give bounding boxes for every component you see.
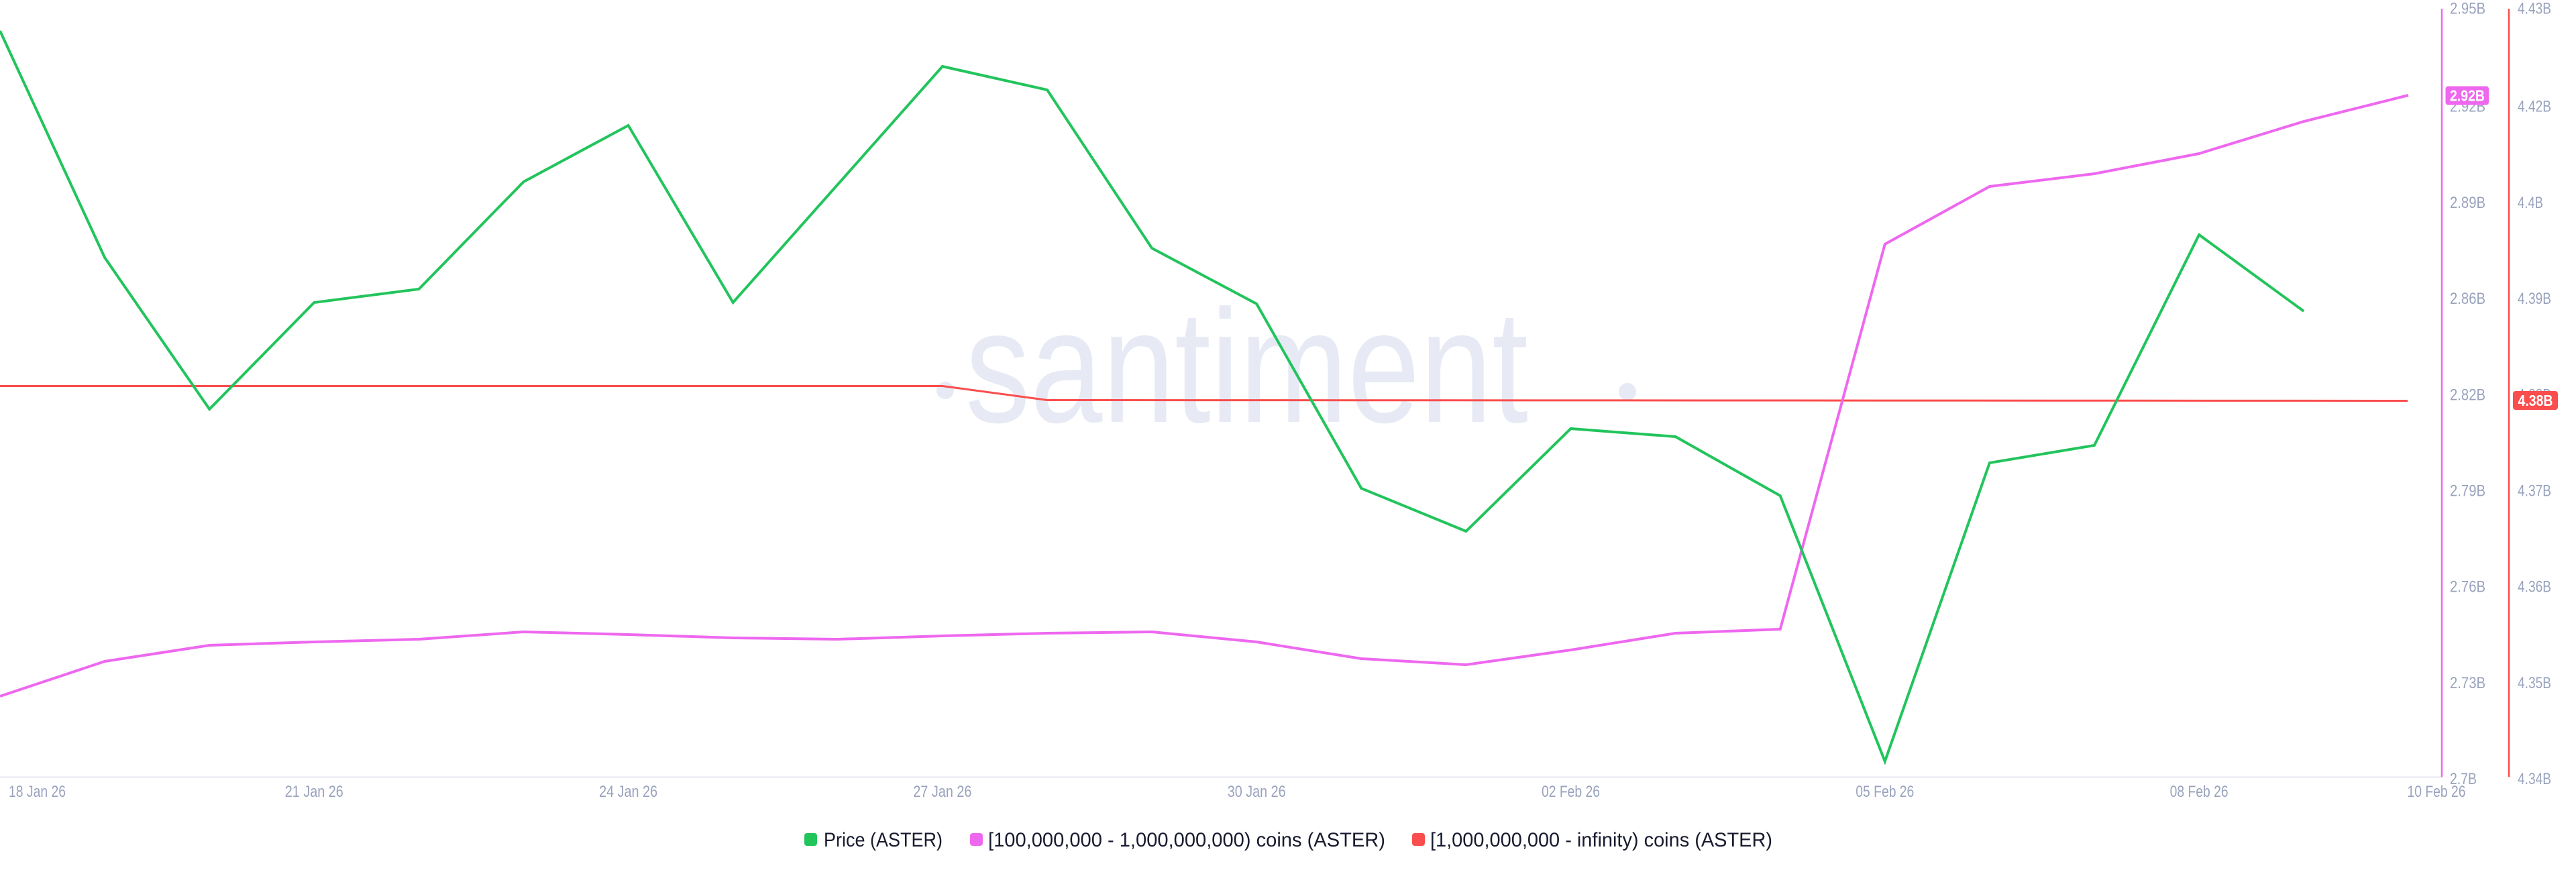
svg-text:05 Feb 26: 05 Feb 26	[1856, 783, 1914, 801]
svg-text:4.36B: 4.36B	[2518, 578, 2551, 596]
svg-text:2.92B: 2.92B	[2450, 87, 2485, 105]
svg-text:2.79B: 2.79B	[2450, 482, 2485, 500]
svg-text:4.4B: 4.4B	[2518, 194, 2543, 212]
svg-text:[1,000,000,000 - infinity) coi: [1,000,000,000 - infinity) coins (ASTER)	[1430, 829, 1772, 851]
svg-text:santiment: santiment	[965, 276, 1528, 456]
svg-text:30 Jan 26: 30 Jan 26	[1228, 783, 1286, 801]
svg-text:21 Jan 26: 21 Jan 26	[285, 783, 343, 801]
svg-text:4.35B: 4.35B	[2518, 674, 2551, 692]
svg-text:2.7B: 2.7B	[2450, 770, 2477, 788]
svg-text:18 Jan 26: 18 Jan 26	[9, 783, 66, 801]
svg-text:2.89B: 2.89B	[2450, 194, 2485, 212]
svg-text:10 Feb 26: 10 Feb 26	[2408, 783, 2466, 801]
svg-text:2.76B: 2.76B	[2450, 578, 2485, 596]
svg-text:24 Jan 26: 24 Jan 26	[599, 783, 657, 801]
svg-text:08 Feb 26: 08 Feb 26	[2170, 783, 2229, 801]
svg-text:2.82B: 2.82B	[2450, 386, 2485, 404]
svg-text:4.38B: 4.38B	[2518, 392, 2553, 409]
svg-text:4.37B: 4.37B	[2518, 482, 2551, 500]
svg-text:2.86B: 2.86B	[2450, 290, 2485, 308]
svg-text:2.95B: 2.95B	[2450, 0, 2485, 18]
svg-text:Price (ASTER): Price (ASTER)	[824, 829, 943, 851]
svg-text:[100,000,000 - 1,000,000,000): [100,000,000 - 1,000,000,000) coins (AST…	[988, 829, 1385, 851]
svg-text:4.39B: 4.39B	[2518, 290, 2551, 308]
svg-text:27 Jan 26: 27 Jan 26	[913, 783, 971, 801]
svg-text:02 Feb 26: 02 Feb 26	[1542, 783, 1600, 801]
svg-text:4.43B: 4.43B	[2518, 0, 2551, 18]
svg-text:4.42B: 4.42B	[2518, 98, 2551, 116]
svg-text:2.73B: 2.73B	[2450, 674, 2485, 692]
svg-text:4.34B: 4.34B	[2518, 770, 2551, 788]
